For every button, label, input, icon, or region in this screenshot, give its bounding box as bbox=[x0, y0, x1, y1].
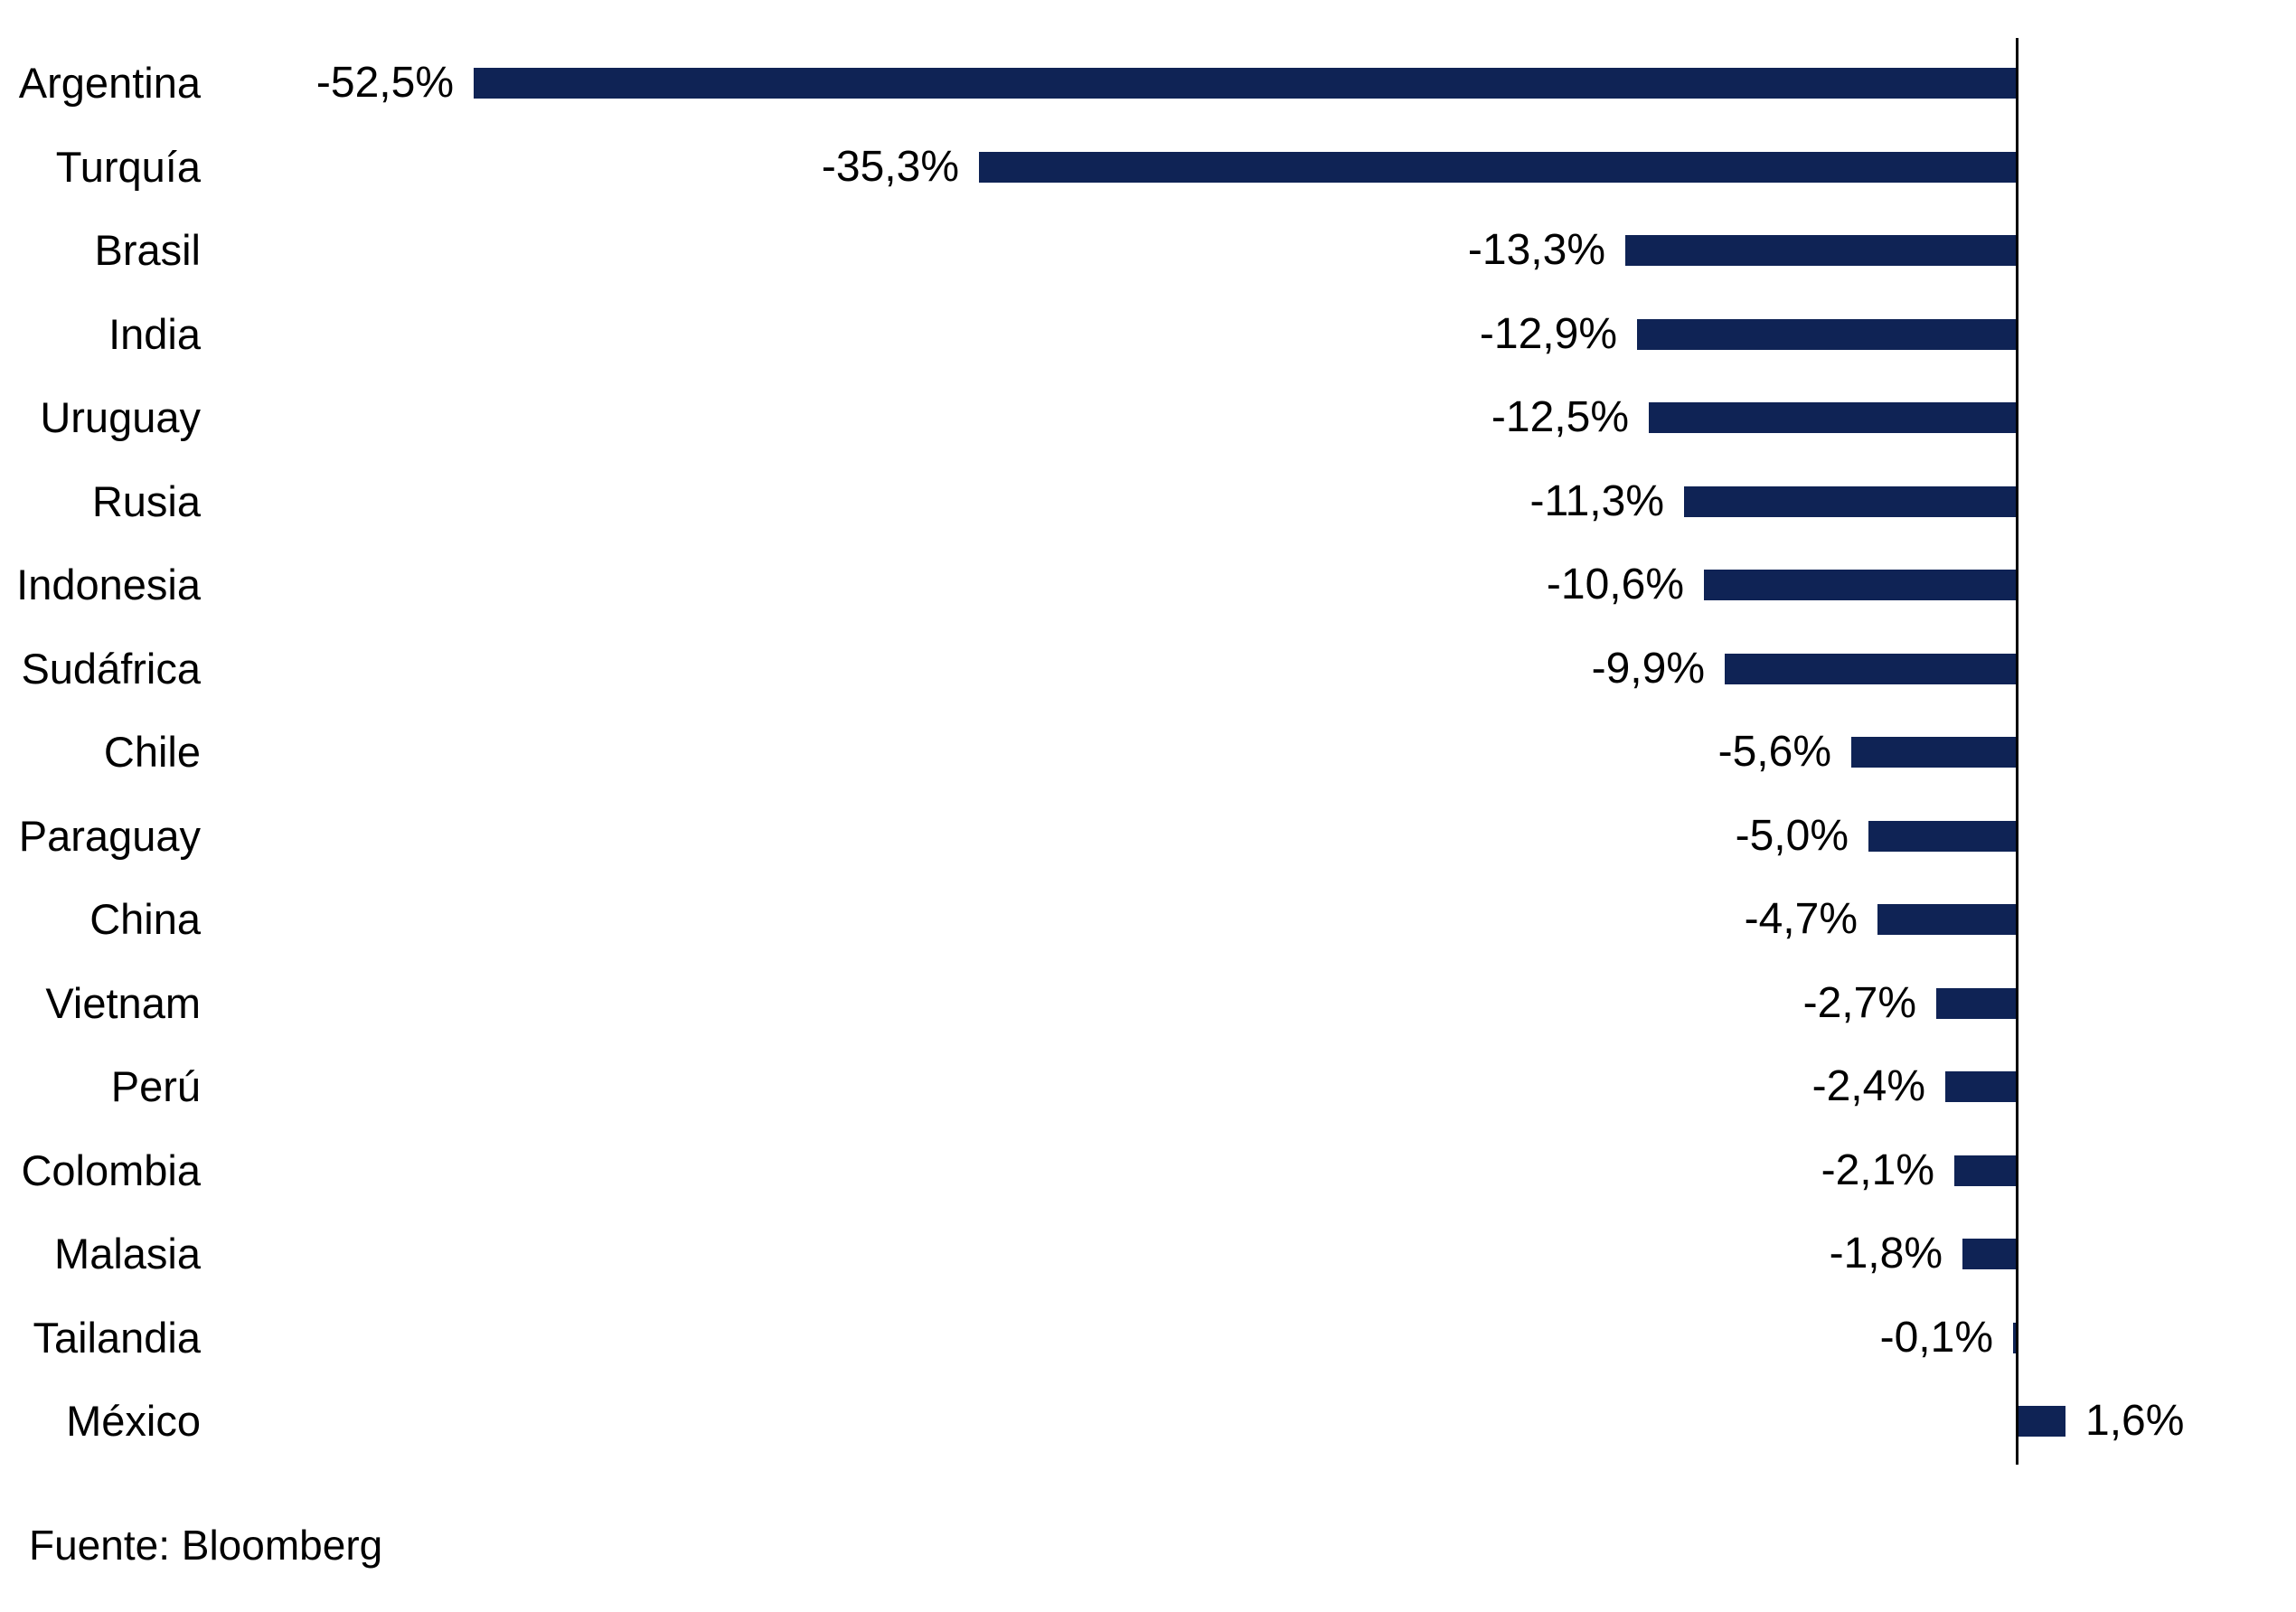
bar bbox=[1877, 904, 2016, 935]
category-label: India bbox=[108, 309, 201, 358]
value-label: -52,5% bbox=[315, 59, 454, 107]
value-label: -12,5% bbox=[1491, 393, 1629, 441]
category-label: Rusia bbox=[91, 476, 201, 525]
value-label: -13,3% bbox=[1467, 226, 1605, 274]
bar bbox=[2018, 1406, 2065, 1437]
bar bbox=[1962, 1239, 2016, 1269]
category-label: China bbox=[89, 895, 201, 943]
bar bbox=[1684, 485, 2016, 517]
bar bbox=[1954, 1155, 2016, 1186]
bar bbox=[1725, 653, 2016, 684]
bar bbox=[1649, 402, 2016, 433]
category-label: Argentina bbox=[18, 59, 201, 107]
value-label: -10,6% bbox=[1546, 561, 1684, 608]
category-label: Turquía bbox=[55, 142, 201, 191]
value-label: -9,9% bbox=[1591, 644, 1705, 693]
bar bbox=[1851, 737, 2016, 768]
category-label: Uruguay bbox=[40, 393, 201, 441]
value-label: -11,3% bbox=[1529, 476, 1664, 525]
category-label: Malasia bbox=[54, 1230, 201, 1277]
category-label: México bbox=[66, 1397, 201, 1445]
value-label: -2,1% bbox=[1821, 1145, 1934, 1194]
bar bbox=[1945, 1071, 2016, 1102]
value-label: -4,7% bbox=[1744, 895, 1858, 943]
zero-axis-line bbox=[2016, 38, 2018, 1465]
value-label: -0,1% bbox=[1879, 1313, 1993, 1362]
category-label: Vietnam bbox=[45, 978, 201, 1027]
bar bbox=[1936, 987, 2016, 1019]
category-label: Indonesia bbox=[16, 561, 201, 608]
category-label: Chile bbox=[103, 728, 201, 776]
value-label: 1,6% bbox=[2085, 1397, 2185, 1445]
bar bbox=[1704, 570, 2016, 600]
category-label: Perú bbox=[110, 1062, 201, 1110]
bar bbox=[1625, 235, 2016, 266]
bar bbox=[474, 68, 2016, 99]
value-label: -2,7% bbox=[1802, 978, 1916, 1027]
value-label: -1,8% bbox=[1829, 1230, 1943, 1277]
source-credit: Fuente: Bloomberg bbox=[29, 1522, 383, 1569]
value-label: -12,9% bbox=[1479, 309, 1617, 358]
category-label: Brasil bbox=[94, 226, 201, 274]
category-label: Sudáfrica bbox=[21, 644, 201, 693]
value-label: -5,0% bbox=[1735, 811, 1849, 860]
value-label: -35,3% bbox=[821, 142, 959, 191]
bar bbox=[2013, 1322, 2016, 1353]
category-label: Tailandia bbox=[33, 1313, 201, 1362]
bar bbox=[1868, 820, 2016, 852]
bar bbox=[1637, 318, 2016, 350]
category-label: Paraguay bbox=[18, 811, 201, 860]
value-label: -2,4% bbox=[1811, 1062, 1925, 1110]
bar bbox=[979, 151, 2016, 183]
category-label: Colombia bbox=[21, 1145, 201, 1194]
value-label: -5,6% bbox=[1717, 728, 1831, 776]
